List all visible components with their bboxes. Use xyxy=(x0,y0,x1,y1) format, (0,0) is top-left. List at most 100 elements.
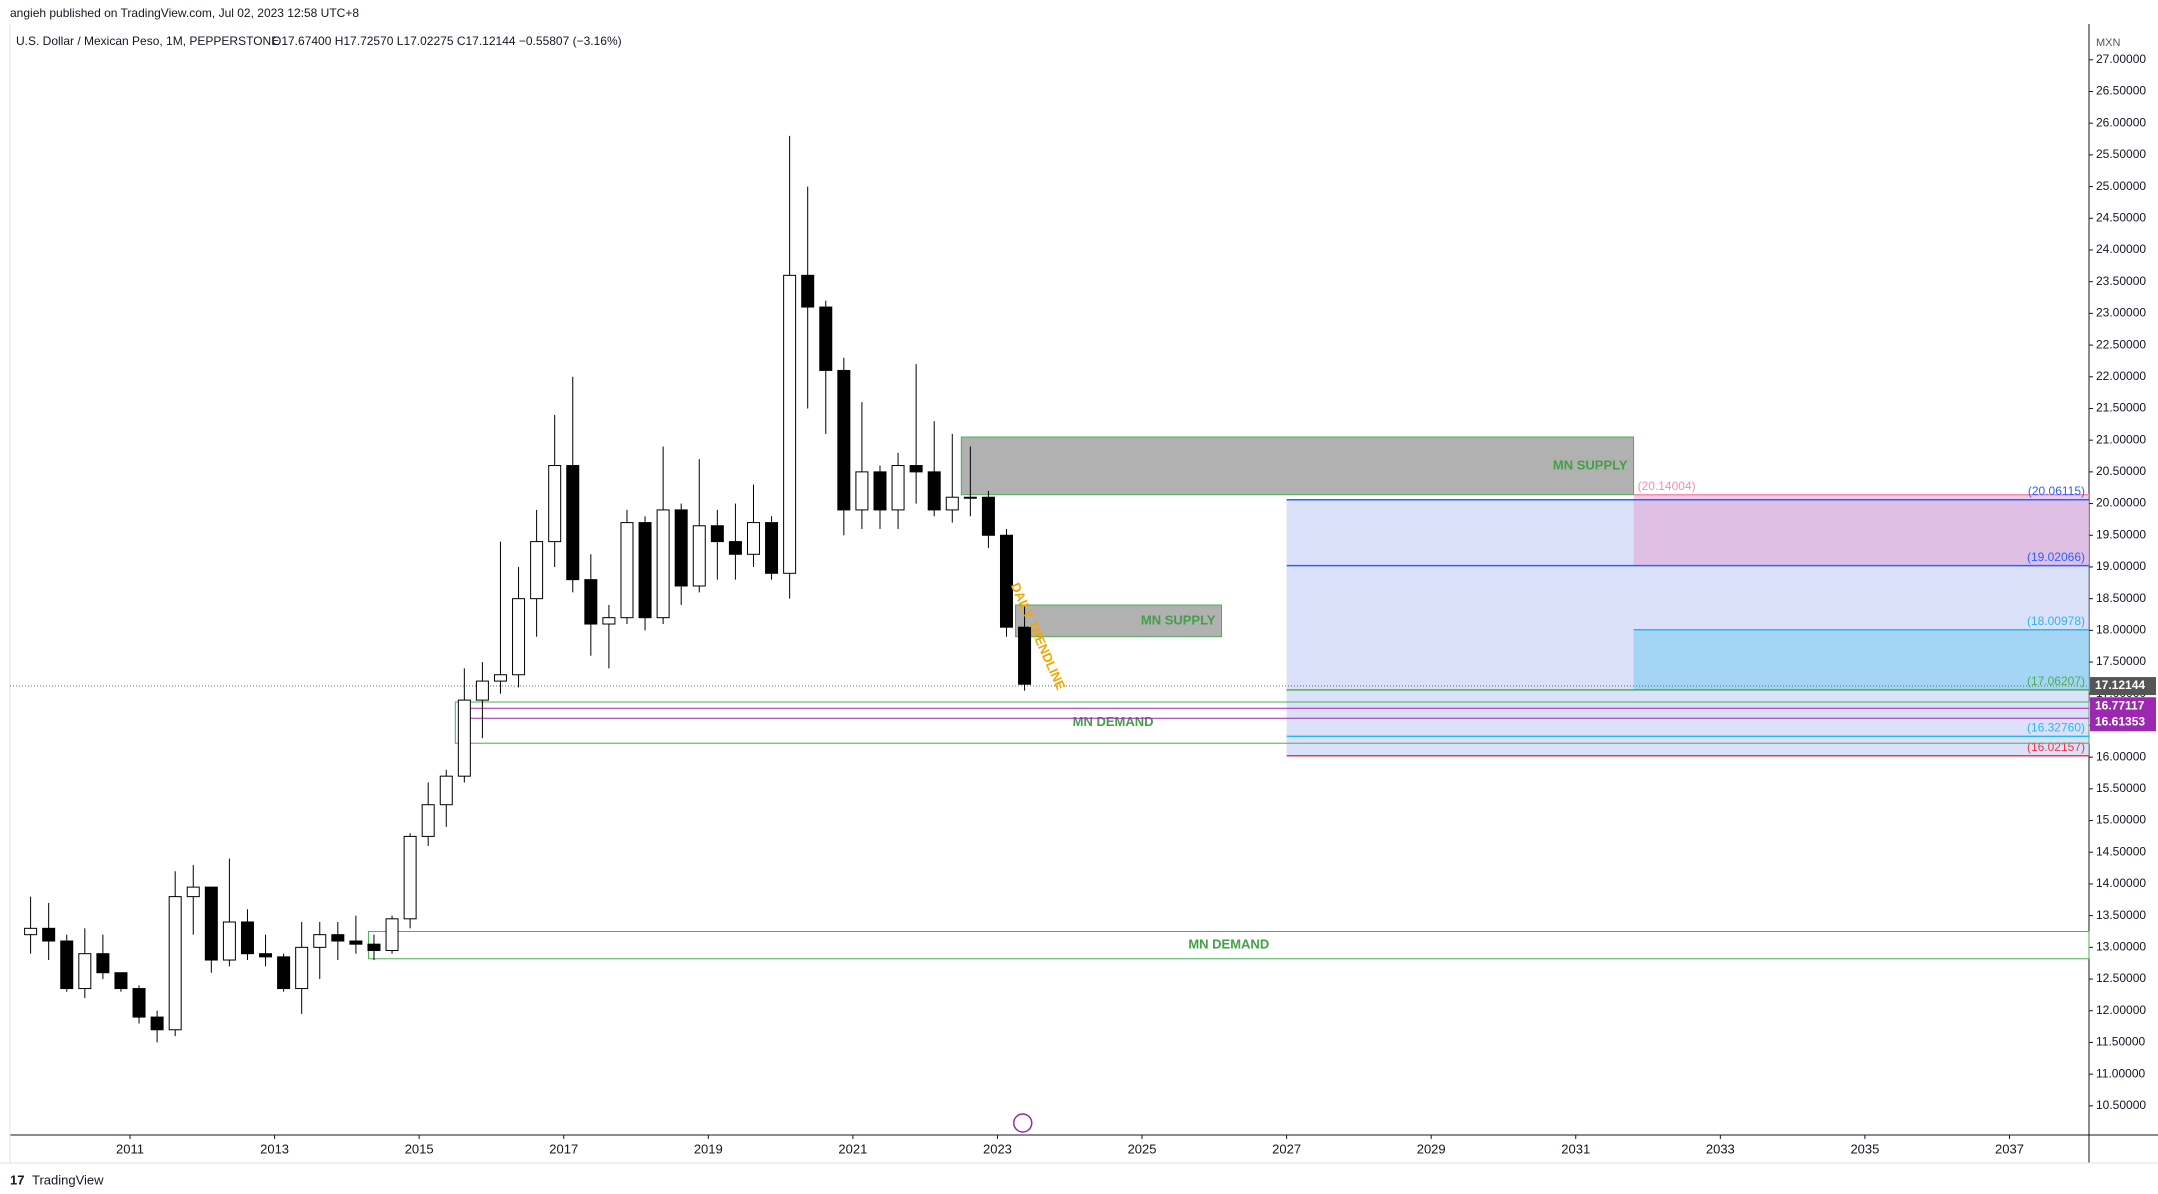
publisher: angieh published on TradingView.com, Jul… xyxy=(10,6,359,20)
candle-body xyxy=(331,934,345,942)
candle-body xyxy=(421,804,435,837)
candle-body xyxy=(222,921,236,961)
candle-body xyxy=(602,617,616,625)
y-tick-label: 17.50000 xyxy=(2096,654,2146,668)
candle-body xyxy=(295,946,309,990)
candle-body xyxy=(674,509,688,587)
level-label: (16.32760) xyxy=(2027,721,2085,735)
candle-body xyxy=(837,369,851,511)
candle-body xyxy=(728,541,742,555)
candle-body xyxy=(530,541,544,600)
currency: MXN xyxy=(2096,37,2121,49)
price-badge xyxy=(2090,713,2156,732)
candle-body xyxy=(801,274,815,308)
symbol: U.S. Dollar / Mexican Peso, 1M, PEPPERST… xyxy=(16,34,279,48)
x-tick-label: 2013 xyxy=(260,1141,289,1156)
candle-body xyxy=(24,927,38,936)
candle-body xyxy=(584,579,598,625)
y-tick-label: 19.00000 xyxy=(2096,559,2146,573)
x-tick-label: 2029 xyxy=(1417,1141,1446,1156)
y-tick-label: 12.50000 xyxy=(2096,971,2146,985)
zone xyxy=(960,436,1635,496)
y-tick-label: 10.50000 xyxy=(2096,1098,2146,1112)
zone xyxy=(454,701,2090,744)
candle-body xyxy=(385,918,399,952)
zone xyxy=(1015,604,1223,638)
x-tick-label: 2023 xyxy=(983,1141,1012,1156)
candle-body xyxy=(783,274,797,574)
y-tick-label: 14.00000 xyxy=(2096,876,2146,890)
candle-body xyxy=(891,465,905,511)
level-label: (17.06207) xyxy=(2027,674,2085,688)
candle-body xyxy=(765,522,779,574)
price-badge xyxy=(2090,697,2156,716)
candle-body xyxy=(548,465,562,543)
y-tick-label: 16.00000 xyxy=(2096,749,2146,763)
candle-body xyxy=(656,509,670,619)
y-tick-label: 15.00000 xyxy=(2096,813,2146,827)
x-tick-label: 2025 xyxy=(1128,1141,1157,1156)
candle-body xyxy=(42,927,56,942)
level-label: (20.06115) xyxy=(2028,484,2085,498)
candle-body xyxy=(746,522,760,555)
y-tick-label: 26.50000 xyxy=(2096,84,2146,98)
y-tick-label: 21.50000 xyxy=(2096,401,2146,415)
logo-mark: 17 xyxy=(10,1172,24,1187)
candle-body xyxy=(457,699,471,777)
x-tick-label: 2037 xyxy=(1995,1141,2024,1156)
y-tick-label: 20.00000 xyxy=(2096,496,2146,510)
candle-body xyxy=(566,465,580,581)
price-badge-label: 16.77117 xyxy=(2095,698,2145,712)
y-tick-label: 18.50000 xyxy=(2096,591,2146,605)
candle-body xyxy=(819,306,833,371)
y-tick-label: 13.50000 xyxy=(2096,908,2146,922)
y-tick-label: 14.50000 xyxy=(2096,844,2146,858)
candle-body xyxy=(168,896,182,1031)
x-tick-label: 2021 xyxy=(838,1141,867,1156)
candle-body xyxy=(313,934,327,948)
candle-body xyxy=(78,953,92,990)
y-tick-label: 22.50000 xyxy=(2096,337,2146,351)
y-tick-label: 25.00000 xyxy=(2096,179,2146,193)
x-tick-label: 2017 xyxy=(549,1141,578,1156)
x-tick-label: 2033 xyxy=(1706,1141,1735,1156)
y-tick-label: 21.00000 xyxy=(2096,432,2146,446)
candle-body xyxy=(909,465,923,473)
price-badge-label: 16.61353 xyxy=(2095,714,2145,728)
y-tick-label: 27.00000 xyxy=(2096,52,2146,66)
price-badge xyxy=(2090,677,2156,696)
candle-body xyxy=(240,921,254,955)
level-label: (19.02066) xyxy=(2027,550,2085,564)
candle-body xyxy=(710,525,724,543)
y-tick-label: 22.00000 xyxy=(2096,369,2146,383)
y-tick-label: 11.00000 xyxy=(2096,1066,2145,1080)
candle-body xyxy=(96,953,110,974)
candle-body xyxy=(512,598,526,676)
candle-body xyxy=(186,886,200,898)
candle-body xyxy=(927,471,941,511)
level-label: (16.02157) xyxy=(2027,740,2085,754)
zone-label: MN SUPPLY xyxy=(1553,457,1628,472)
y-tick-label: 24.00000 xyxy=(2096,242,2146,256)
candle-body xyxy=(981,496,995,536)
candle-body xyxy=(945,496,959,511)
zone-label: MN SUPPLY xyxy=(1141,612,1216,627)
x-tick-label: 2027 xyxy=(1272,1141,1301,1156)
x-tick-label: 2031 xyxy=(1561,1141,1590,1156)
candle-body xyxy=(60,940,74,990)
y-tick-label: 20.50000 xyxy=(2096,464,2146,478)
event-icon xyxy=(1013,1113,1033,1133)
y-tick-label: 26.00000 xyxy=(2096,115,2146,129)
candle-body xyxy=(620,522,634,619)
zone-label: MN DEMAND xyxy=(1188,937,1269,952)
zone-label: MN DEMAND xyxy=(1073,714,1154,729)
y-tick-label: 24.50000 xyxy=(2096,210,2146,224)
candle-body xyxy=(439,775,453,806)
projection-box xyxy=(1633,494,2089,566)
candle-body xyxy=(493,674,507,682)
y-tick-label: 23.50000 xyxy=(2096,274,2146,288)
candle-body xyxy=(277,956,291,990)
y-tick-label: 11.50000 xyxy=(2096,1035,2145,1049)
candle-body xyxy=(999,534,1013,628)
x-tick-label: 2019 xyxy=(694,1141,723,1156)
